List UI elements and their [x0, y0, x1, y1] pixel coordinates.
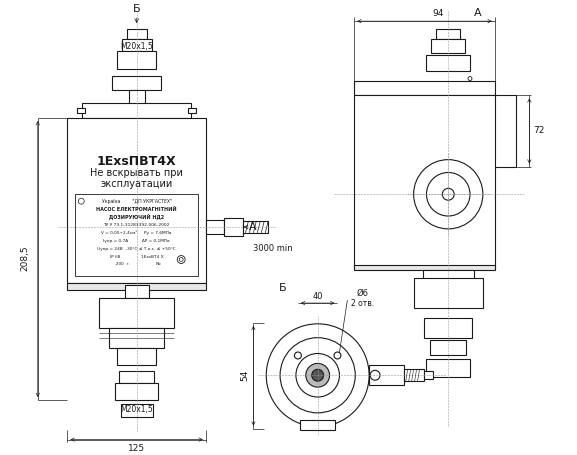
Text: Uупр.= 24В  -30°С ≤ Т о.с. ≤ +50°С: Uупр.= 24В -30°С ≤ Т о.с. ≤ +50°С [98, 247, 176, 251]
Bar [369, 365, 404, 385]
Circle shape [294, 352, 301, 359]
Text: 200  г.                   №: 200 г. № [113, 263, 160, 267]
Bar [426, 359, 470, 377]
Bar [129, 91, 145, 105]
Text: Б: Б [279, 283, 287, 293]
Circle shape [468, 76, 472, 81]
Circle shape [266, 324, 369, 427]
Bar [121, 404, 152, 417]
Text: ТУ У 73.1-31283392-006-2002: ТУ У 73.1-31283392-006-2002 [103, 223, 170, 227]
Text: IP 68               1ExsВТ4 Х: IP 68 1ExsВТ4 Х [110, 254, 163, 258]
Bar [354, 81, 494, 96]
Text: M20x1,5: M20x1,5 [120, 42, 153, 51]
Text: Не вскрывать при: Не вскрывать при [90, 168, 183, 178]
Text: эксплуатации: эксплуатации [100, 179, 173, 189]
Bar [125, 285, 148, 298]
Bar [115, 383, 159, 400]
Text: Іупр.= 0,7А          ΔP = 0,1МПа: Іупр.= 0,7А ΔP = 0,1МПа [103, 239, 170, 243]
Text: 54: 54 [240, 369, 249, 381]
Bar [206, 220, 224, 234]
Text: 1ExsПВТ4Х: 1ExsПВТ4Х [97, 155, 177, 168]
Text: ДОЗИРУЮЧИЙ НД2: ДОЗИРУЮЧИЙ НД2 [109, 214, 164, 220]
Bar [122, 39, 152, 51]
Circle shape [177, 256, 185, 263]
Bar [243, 221, 268, 233]
Text: 40: 40 [312, 292, 323, 301]
Circle shape [296, 354, 339, 397]
Text: V = 0,05÷2,4см³     Ру = 7,6МПа: V = 0,05÷2,4см³ Ру = 7,6МПа [102, 231, 172, 235]
Bar [354, 96, 494, 268]
Bar [426, 55, 470, 71]
Bar [77, 108, 85, 113]
Circle shape [414, 160, 483, 229]
Bar [414, 278, 483, 308]
Bar [83, 103, 191, 118]
Circle shape [312, 369, 324, 381]
Text: 94: 94 [433, 9, 444, 18]
Text: 208,5: 208,5 [20, 246, 29, 271]
Text: 3000 min: 3000 min [253, 244, 293, 253]
Bar [430, 339, 466, 355]
Text: Україна        "ДП УКРГАСТЕХ": Україна "ДП УКРГАСТЕХ" [102, 199, 172, 204]
Bar [300, 420, 335, 430]
Bar [68, 283, 206, 290]
Bar [432, 39, 465, 53]
Circle shape [426, 172, 470, 216]
Bar [99, 298, 174, 328]
Bar [117, 348, 156, 365]
Text: M20x1,5: M20x1,5 [120, 405, 153, 415]
Bar [425, 318, 472, 338]
Bar [436, 29, 460, 39]
Bar [119, 371, 155, 383]
Circle shape [334, 352, 341, 359]
Text: НАСОС ЕЛЕКТРОМАГНІТНИЙ: НАСОС ЕЛЕКТРОМАГНІТНИЙ [96, 207, 177, 212]
Bar [127, 29, 147, 39]
Bar [76, 194, 198, 276]
Circle shape [78, 198, 84, 204]
Bar [109, 328, 164, 348]
Text: 125: 125 [128, 444, 145, 453]
Circle shape [280, 338, 355, 413]
Text: Б: Б [133, 4, 140, 14]
Circle shape [370, 370, 380, 380]
Text: 2 отв.: 2 отв. [351, 298, 374, 308]
Bar [424, 371, 433, 379]
Bar [188, 108, 196, 113]
Bar [354, 265, 494, 270]
Circle shape [179, 258, 183, 262]
Bar [117, 51, 156, 69]
Circle shape [306, 364, 329, 387]
Bar [112, 76, 162, 91]
Bar [224, 218, 243, 236]
Bar [422, 270, 474, 286]
Text: А: А [249, 222, 256, 232]
Text: 72: 72 [534, 126, 545, 136]
Bar [68, 118, 206, 283]
Text: А: А [474, 8, 482, 18]
Text: Ø6: Ø6 [356, 288, 368, 298]
Bar [404, 369, 424, 381]
Circle shape [443, 188, 454, 200]
